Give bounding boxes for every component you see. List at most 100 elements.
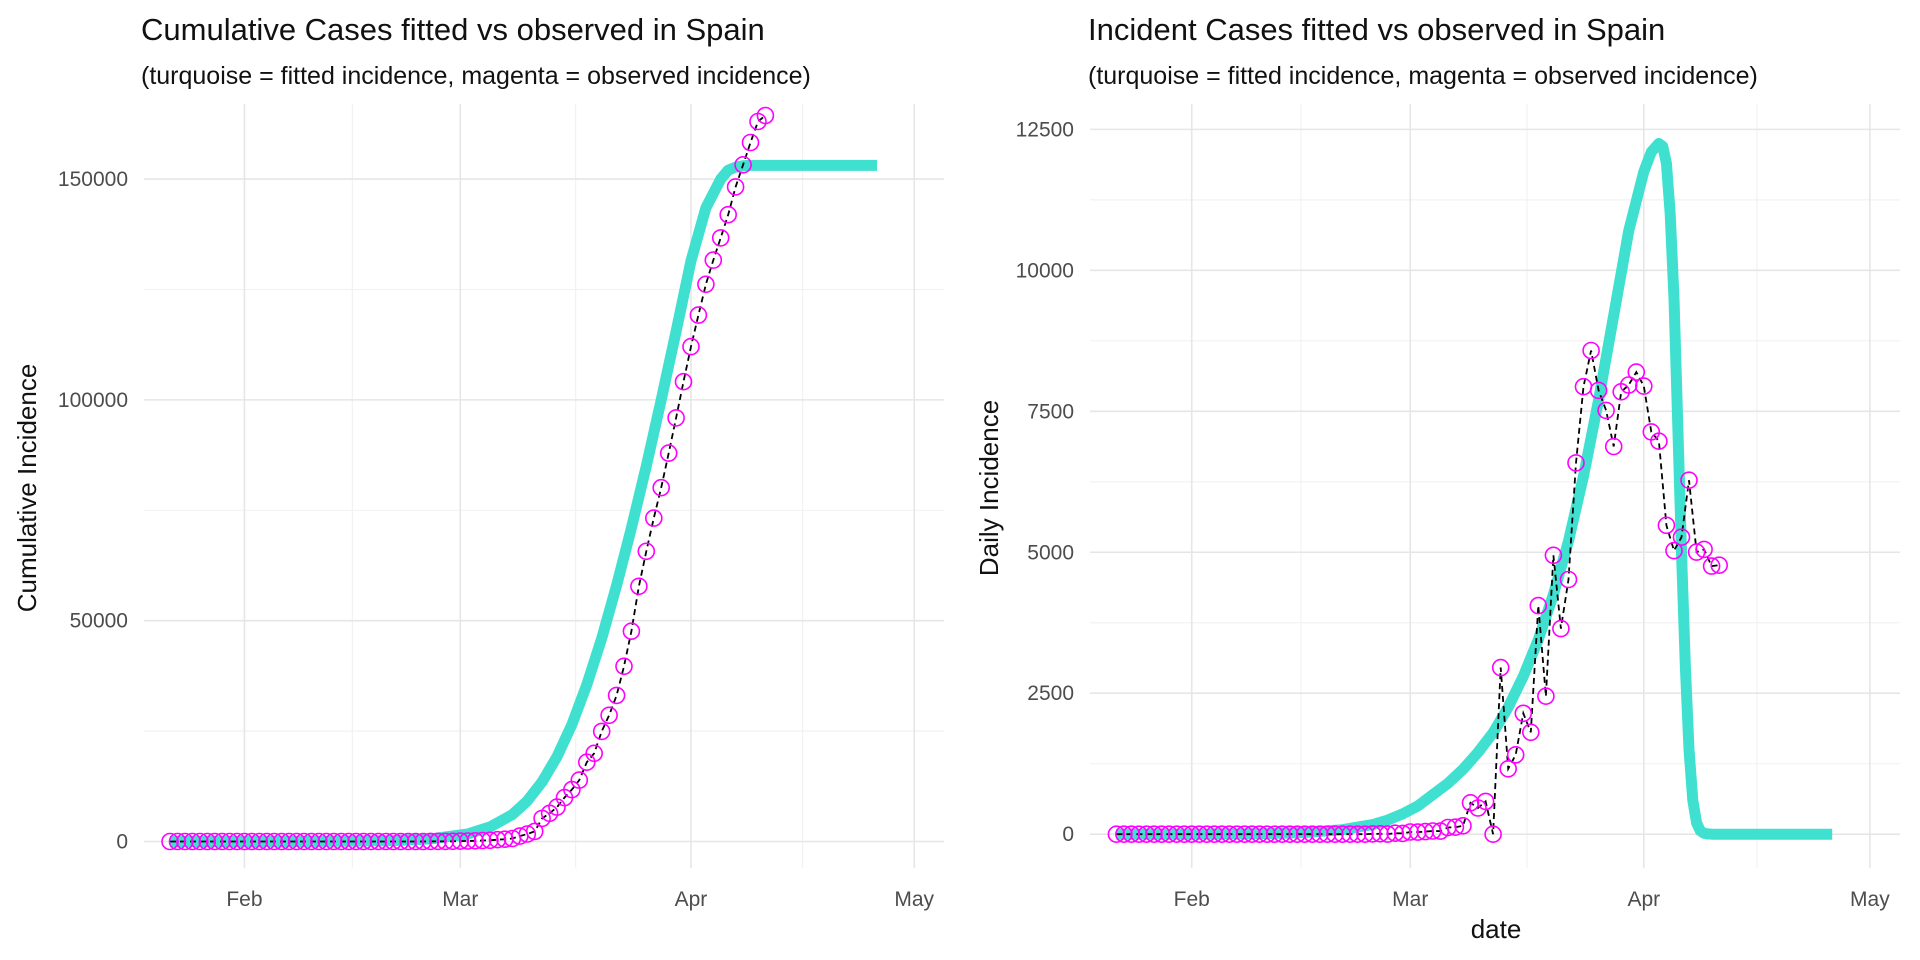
fitted-series-line xyxy=(170,159,877,847)
observed-point xyxy=(630,577,648,596)
observed-point xyxy=(1107,825,1126,844)
y-axis-title: Cumulative Incidence xyxy=(12,364,42,613)
observed-point xyxy=(1529,596,1548,615)
observed-point xyxy=(1665,541,1683,560)
observed-point xyxy=(1130,825,1148,844)
x-tick-label: Apr xyxy=(1627,888,1660,911)
observed-point xyxy=(1122,825,1141,844)
observed-point xyxy=(414,832,432,851)
observed-point xyxy=(243,832,261,851)
observed-point xyxy=(1552,619,1570,638)
observed-point xyxy=(377,832,395,851)
observed-point xyxy=(287,832,306,851)
observed-point xyxy=(1657,516,1676,535)
observed-point xyxy=(622,622,641,641)
x-tick-label: Mar xyxy=(1392,888,1428,911)
observed-point xyxy=(644,509,663,527)
observed-point xyxy=(1341,825,1359,844)
observed-point xyxy=(198,832,217,851)
observed-point xyxy=(429,832,447,851)
observed-point xyxy=(570,771,589,789)
observed-point xyxy=(1326,825,1344,844)
y-tick-label: 7500 xyxy=(1027,400,1074,423)
observed-point xyxy=(458,832,477,850)
observed-point xyxy=(1544,546,1563,565)
observed-point xyxy=(473,831,492,850)
observed-point xyxy=(1205,825,1224,844)
observed-point xyxy=(1710,556,1728,575)
observed-point xyxy=(719,205,738,224)
observed-point xyxy=(704,251,723,269)
observed-point xyxy=(1198,825,1216,844)
x-tick-label: May xyxy=(894,888,934,911)
observed-point xyxy=(652,478,671,497)
gridlines xyxy=(1090,104,1900,868)
observed-point xyxy=(1213,825,1231,844)
observed-point xyxy=(659,444,678,462)
chart-subtitle: (turquoise = fitted incidence, magenta =… xyxy=(1088,62,1758,90)
observed-point xyxy=(488,830,507,849)
observed-point xyxy=(1559,570,1578,589)
observed-point xyxy=(697,275,715,294)
observed-point xyxy=(406,832,425,851)
y-tick-label: 0 xyxy=(1062,823,1074,846)
observed-point xyxy=(1152,825,1171,844)
observed-point xyxy=(228,832,246,851)
observed-point xyxy=(436,832,455,851)
observed-point xyxy=(1484,825,1502,844)
observed-point xyxy=(1167,825,1186,844)
observed-point xyxy=(443,832,462,851)
chart-panel-2: Feb Mar Apr May 0 2500 5000 7500 10000 12500 Incid… xyxy=(974,12,1900,944)
observed-point xyxy=(295,832,313,851)
observed-point xyxy=(1635,377,1653,395)
observed-point xyxy=(1522,723,1540,742)
observed-point xyxy=(1175,825,1193,844)
observed-point xyxy=(607,686,626,705)
observed-point xyxy=(1650,432,1668,451)
x-tick-label: Feb xyxy=(226,888,262,911)
observed-point xyxy=(1597,401,1615,420)
observed-point xyxy=(161,832,179,851)
observed-point xyxy=(1258,825,1276,844)
observed-point xyxy=(741,133,760,152)
observed-point xyxy=(1491,658,1510,677)
observed-point xyxy=(1386,824,1404,843)
observed-point xyxy=(1499,759,1517,778)
observed-point xyxy=(1506,745,1525,764)
observed-point xyxy=(302,832,321,851)
observed-point xyxy=(756,106,775,125)
observed-point xyxy=(1311,825,1329,844)
observed-point xyxy=(332,832,351,851)
gridlines xyxy=(144,104,944,868)
y-tick-label: 2500 xyxy=(1027,682,1074,705)
observed-point xyxy=(1582,341,1600,360)
observed-point xyxy=(1363,825,1382,843)
x-tick-label: Apr xyxy=(675,888,708,911)
observed-point xyxy=(481,831,499,850)
observed-point xyxy=(711,229,730,247)
y-tick-label: 5000 xyxy=(1027,541,1074,564)
observed-point xyxy=(191,832,209,851)
observed-point xyxy=(362,832,380,851)
observed-series-line xyxy=(170,114,766,843)
observed-point xyxy=(1409,823,1427,841)
observed-point xyxy=(324,832,343,851)
observed-point xyxy=(682,337,700,356)
observed-point xyxy=(1476,792,1495,811)
observed-point xyxy=(1243,825,1261,844)
observed-point xyxy=(1537,687,1555,706)
y-tick-label: 100000 xyxy=(58,389,128,412)
observed-point xyxy=(213,832,231,851)
observed-point xyxy=(257,832,276,851)
y-tick-label: 12500 xyxy=(1016,118,1074,141)
observed-point xyxy=(1348,825,1367,844)
fitted-series-line xyxy=(1116,138,1833,840)
observed-point xyxy=(585,744,604,763)
observed-point xyxy=(667,409,685,427)
observed-point xyxy=(674,372,693,391)
observed-point xyxy=(1250,825,1269,844)
observed-point xyxy=(1235,825,1254,844)
chart-panel-1: Feb Mar Apr May 0 50000 100000 150000 Cumulative… xyxy=(12,12,944,911)
y-tick-label: 150000 xyxy=(58,168,128,191)
